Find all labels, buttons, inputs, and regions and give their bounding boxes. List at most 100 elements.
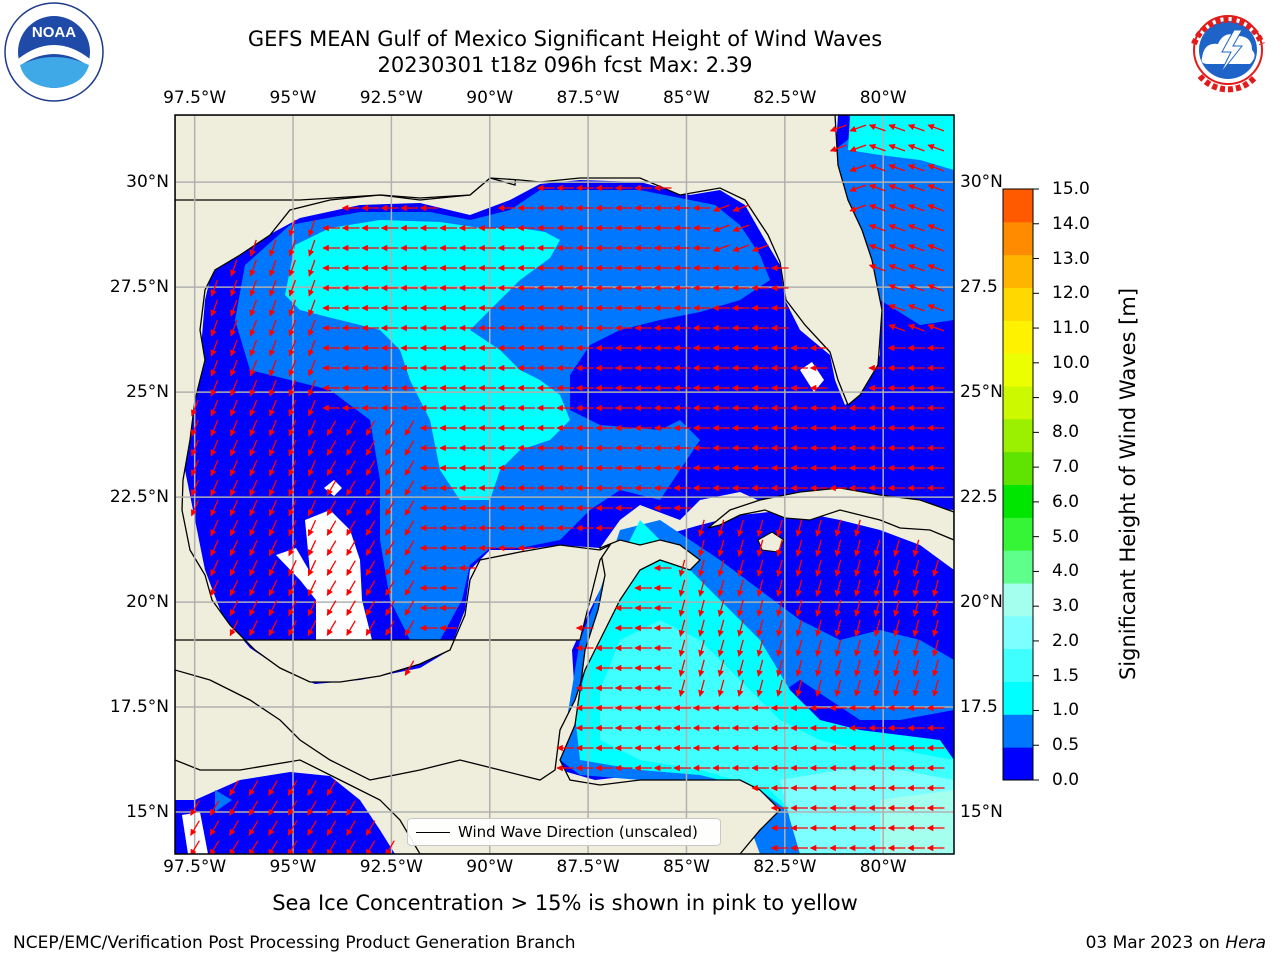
wind-arrow: [287, 800, 298, 816]
wind-arrow: [385, 580, 395, 596]
wind-arrow: [287, 840, 298, 854]
graticule: [175, 115, 954, 854]
wind-arrow: [268, 560, 278, 577]
wind-arrow: [269, 359, 277, 377]
wind-arrow: [873, 639, 881, 657]
lat-tick-label-left: 22.5°N: [109, 487, 169, 508]
wind-arrow: [190, 800, 200, 816]
wind-arrow: [210, 359, 219, 377]
wind-arrow: [307, 620, 317, 637]
wind-arrow: [288, 219, 296, 237]
colorbar-tick-label: 6.0: [1052, 491, 1080, 512]
no-data-area: [276, 510, 372, 660]
wind-arrow: [365, 460, 376, 476]
wind-arrow: [210, 519, 219, 537]
wind-arrow: [404, 480, 415, 496]
wind-arrow: [346, 540, 356, 556]
wind-arrow: [893, 579, 900, 597]
wind-arrow: [269, 279, 277, 297]
wind-arrow: [229, 540, 239, 557]
wind-arrow: [229, 439, 238, 457]
wind-arrow: [269, 239, 277, 257]
wind-arrow: [288, 519, 297, 537]
wind-arrow: [737, 559, 744, 577]
wind-arrow: [210, 499, 219, 517]
wind-arrow: [288, 239, 296, 257]
wind-arrow: [873, 619, 881, 637]
wind-arrow: [927, 124, 945, 132]
wind-arrow: [249, 439, 258, 457]
wind-arrow: [268, 800, 278, 816]
wind-arrow: [249, 419, 258, 437]
wind-arrow: [385, 560, 395, 576]
wind-arrow: [385, 420, 395, 436]
wind-arrow: [854, 679, 861, 697]
wind-arrow: [365, 420, 376, 436]
wind-arrow: [932, 639, 939, 657]
lon-tick-label-top: 97.5°W: [163, 88, 227, 108]
wind-arrow: [404, 460, 415, 476]
wind-arrow: [287, 820, 298, 836]
wind-arrow: [269, 259, 277, 277]
wind-arrow: [268, 580, 278, 597]
wind-arrow: [927, 164, 945, 172]
wind-arrow: [717, 579, 725, 597]
lat-tick-label-right: 30°N: [960, 172, 1003, 193]
wind-arrow: [210, 580, 219, 597]
colorbar-segment: [1003, 221, 1033, 256]
colorbar-segment: [1003, 747, 1033, 781]
wind-arrow: [732, 204, 750, 212]
colorbar-segment: [1003, 254, 1033, 288]
wind-arrow: [678, 559, 686, 577]
wind-arrow: [849, 144, 867, 152]
wind-arrow: [834, 579, 842, 597]
lon-tick-label-bottom: 82.5°W: [753, 857, 817, 877]
wind-arrow: [229, 379, 238, 397]
lat-tick-label-right: 25°N: [960, 382, 1003, 403]
wind-arrow: [365, 540, 376, 556]
wind-arrow: [249, 259, 257, 277]
wind-arrow: [907, 144, 925, 152]
wind-arrow: [288, 279, 296, 297]
wind-arrow: [190, 459, 199, 477]
wind-arrow: [307, 459, 316, 477]
wind-arrow: [712, 224, 730, 232]
wind-arrow: [326, 820, 337, 836]
colorbar-tick-label: 15.0: [1052, 179, 1090, 199]
wind-arrow: [385, 440, 395, 456]
lat-tick-label-right: 20°N: [960, 592, 1003, 613]
wind-arrow: [849, 124, 867, 132]
wind-arrow: [912, 679, 920, 697]
colorbar-tick-label: 8.0: [1052, 422, 1080, 443]
wind-arrow: [308, 319, 316, 337]
wind-arrow: [229, 840, 239, 854]
wind-arrow: [307, 379, 316, 397]
wind-arrow: [326, 520, 337, 536]
wind-arrow: [385, 620, 395, 636]
wind-arrow: [815, 599, 822, 617]
colorbar-segment: [1003, 320, 1033, 354]
wind-arrow: [307, 419, 316, 437]
wave-zone-2.5: [880, 790, 954, 854]
wind-arrow: [932, 659, 939, 677]
colorbar-tick-label: 13.0: [1052, 248, 1090, 269]
wind-arrow: [815, 519, 822, 537]
wind-arrow: [912, 619, 920, 637]
wind-arrow: [210, 479, 219, 497]
lon-tick-label-top: 85°W: [662, 88, 710, 108]
wind-arrow: [868, 244, 886, 252]
map-legend: Wind Wave Direction (unscaled): [407, 818, 721, 846]
wind-arrow: [346, 820, 356, 836]
wind-arrow: [907, 304, 925, 312]
wind-arrow: [888, 124, 906, 132]
wind-arrow: [868, 264, 886, 272]
colorbar-label: Significant Height of Wind Waves [m]: [1116, 287, 1140, 681]
wind-arrow: [815, 659, 822, 677]
wind-arrow: [737, 659, 744, 677]
wind-arrow: [210, 439, 219, 457]
wind-arrow: [210, 379, 219, 397]
wind-arrow: [717, 679, 725, 697]
wind-arrow: [230, 279, 238, 297]
wind-arrow: [385, 460, 395, 476]
wind-arrow: [365, 840, 376, 854]
